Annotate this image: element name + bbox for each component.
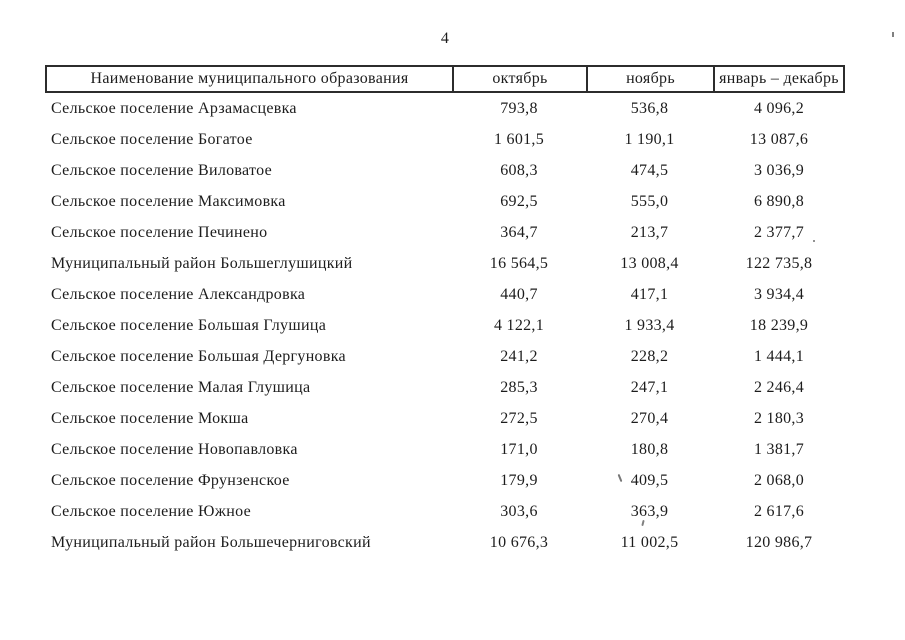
column-header-january-december: январь – декабрь: [713, 67, 843, 91]
table-row: Сельское поселение Большая Глушица 4 122,…: [45, 310, 845, 341]
cell-october: 179,9: [500, 472, 538, 489]
cell-municipality-name: Сельское поселение Фрунзенское: [51, 472, 290, 489]
cell-municipality-name: Сельское поселение Южное: [51, 503, 252, 520]
cell-municipality-name: Сельское поселение Богатое: [51, 131, 253, 148]
cell-november: 555,0: [630, 193, 669, 210]
cell-october: 440,7: [500, 286, 538, 303]
column-header-november: ноябрь: [586, 67, 713, 91]
cell-january-december: 2 377,7: [753, 224, 805, 241]
cell-january-december: 2 246,4: [753, 379, 805, 396]
cell-municipality-name: Сельское поселение Большая Глушица: [51, 317, 327, 334]
cell-october: 303,6: [500, 503, 538, 520]
table-row: Сельское поселение Мокша 272,5 270,4 2 180,…: [45, 403, 845, 434]
cell-january-december: 4 096,2: [753, 100, 805, 117]
cell-municipality-name: Сельское поселение Большая Дергуновка: [51, 348, 346, 365]
cell-november: 474,5: [630, 162, 669, 179]
cell-january-december: 2 068,0: [753, 472, 805, 489]
document-page: 4 Наименование муниципального образовани…: [45, 0, 894, 640]
cell-november: 247,1: [630, 379, 669, 396]
cell-january-december: 18 239,9: [749, 317, 809, 334]
table-row: Муниципальный район Большеглушицкий 16 56…: [45, 248, 845, 279]
cell-municipality-name: Муниципальный район Большеглушицкий: [51, 255, 353, 272]
cell-october: 285,3: [500, 379, 538, 396]
cell-november: 11 002,5: [620, 534, 679, 551]
table-header-row: Наименование муниципального образования …: [45, 65, 845, 93]
cell-municipality-name: Сельское поселение Новопавловка: [51, 441, 298, 458]
cell-january-december: 3 934,4: [753, 286, 805, 303]
cell-november: 409,5: [630, 472, 669, 489]
cell-january-december: 13 087,6: [749, 131, 809, 148]
table-row: Сельское поселение Арзамасцевка 793,8 536,…: [45, 93, 845, 124]
cell-november: 180,8: [630, 441, 669, 458]
cell-municipality-name: Сельское поселение Печинено: [51, 224, 268, 241]
cell-november: 417,1: [630, 286, 669, 303]
table-row: Сельское поселение Александровка 440,7 417…: [45, 279, 845, 310]
cell-january-december: 1 381,7: [753, 441, 805, 458]
table-row: Сельское поселение Малая Глушица 285,3 247…: [45, 372, 845, 403]
cell-january-december: 2 180,3: [753, 410, 805, 427]
cell-october: 171,0: [500, 441, 538, 458]
table-row: Муниципальный район Большечерниговский 10…: [45, 527, 845, 558]
table-row: Сельское поселение Фрунзенское 179,9 409,5…: [45, 465, 845, 496]
cell-municipality-name: Сельское поселение Малая Глушица: [51, 379, 311, 396]
cell-october: 608,3: [500, 162, 538, 179]
table-row: Сельское поселение Большая Дергуновка 241…: [45, 341, 845, 372]
cell-october: 692,5: [500, 193, 538, 210]
cell-october: 272,5: [500, 410, 538, 427]
cell-november: 536,8: [630, 100, 669, 117]
column-header-municipality-name: Наименование муниципального образования: [90, 70, 409, 87]
cell-october: 241,2: [500, 348, 538, 365]
cell-october: 4 122,1: [493, 317, 545, 334]
cell-october: 793,8: [500, 100, 538, 117]
cell-november: 228,2: [630, 348, 669, 365]
cell-municipality-name: Сельское поселение Александровка: [51, 286, 306, 303]
cell-november: 363,9: [630, 503, 669, 520]
table-body: Сельское поселение Арзамасцевка 793,8 536,…: [45, 93, 845, 558]
page-number: 4: [440, 30, 450, 47]
scan-speck: [892, 32, 894, 37]
cell-october: 364,7: [500, 224, 538, 241]
cell-november: 213,7: [630, 224, 669, 241]
column-header-october: октябрь: [452, 67, 586, 91]
municipalities-table: Наименование муниципального образования …: [45, 65, 845, 558]
cell-municipality-name: Сельское поселение Максимовка: [51, 193, 286, 210]
cell-january-december: 1 444,1: [753, 348, 805, 365]
table-row: Сельское поселение Южное 303,6 363,9 2 617,…: [45, 496, 845, 527]
cell-january-december: 120 986,7: [745, 534, 813, 551]
table-row: Сельское поселение Виловатое 608,3 474,5 3 …: [45, 155, 845, 186]
cell-municipality-name: Сельское поселение Мокша: [51, 410, 249, 427]
cell-november: 13 008,4: [620, 255, 679, 272]
cell-october: 1 601,5: [493, 131, 545, 148]
scan-dot: [813, 240, 815, 242]
cell-january-december: 2 617,6: [753, 503, 805, 520]
cell-january-december: 6 890,8: [753, 193, 805, 210]
cell-november: 270,4: [630, 410, 669, 427]
cell-october: 10 676,3: [489, 534, 549, 551]
cell-january-december: 122 735,8: [745, 255, 813, 272]
table-row: Сельское поселение Богатое 1 601,5 1 190,1…: [45, 124, 845, 155]
cell-january-december: 3 036,9: [753, 162, 805, 179]
cell-municipality-name: Сельское поселение Арзамасцевка: [51, 100, 297, 117]
cell-november: 1 933,4: [624, 317, 675, 334]
cell-november: 1 190,1: [624, 131, 675, 148]
table-row: Сельское поселение Печинено 364,7 213,7 2 3…: [45, 217, 845, 248]
cell-october: 16 564,5: [489, 255, 549, 272]
cell-municipality-name: Муниципальный район Большечерниговский: [51, 534, 371, 551]
cell-municipality-name: Сельское поселение Виловатое: [51, 162, 273, 179]
table-row: Сельское поселение Максимовка 692,5 555,0 6…: [45, 186, 845, 217]
table-row: Сельское поселение Новопавловка 171,0 180,…: [45, 434, 845, 465]
